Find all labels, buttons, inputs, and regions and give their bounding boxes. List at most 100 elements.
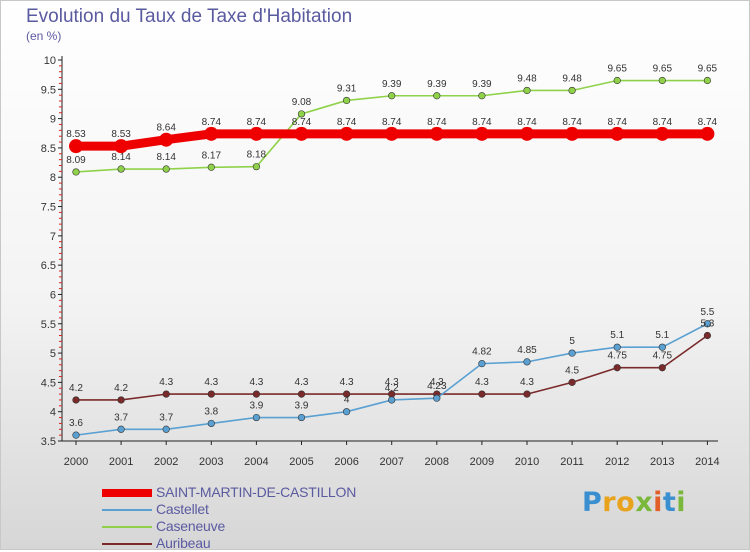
data-label: 8.74 bbox=[247, 117, 267, 128]
data-point bbox=[207, 390, 215, 398]
data-point bbox=[159, 132, 174, 147]
x-tick-label: 2006 bbox=[334, 456, 358, 468]
data-point bbox=[72, 431, 80, 439]
data-label: 3.7 bbox=[114, 412, 128, 423]
data-label: 4.75 bbox=[607, 351, 627, 362]
data-point bbox=[610, 126, 625, 141]
data-point bbox=[474, 126, 489, 141]
y-tick-label: 9.5 bbox=[41, 84, 56, 96]
data-point bbox=[72, 168, 80, 176]
data-point bbox=[658, 343, 666, 351]
legend-item: Caseneuve bbox=[102, 518, 402, 535]
data-point bbox=[478, 390, 486, 398]
x-tick-label: 2013 bbox=[650, 456, 674, 468]
data-point bbox=[565, 126, 580, 141]
data-point bbox=[207, 419, 215, 428]
legend-label: Auribeau bbox=[156, 535, 211, 551]
data-point bbox=[114, 139, 129, 154]
data-point bbox=[72, 396, 80, 404]
x-tick-label: 2014 bbox=[695, 456, 719, 468]
data-point bbox=[520, 126, 534, 141]
data-label: 8.17 bbox=[202, 150, 222, 161]
data-label: 9.39 bbox=[472, 79, 492, 90]
logo-letter: t bbox=[662, 487, 677, 518]
data-point bbox=[343, 408, 351, 416]
logo-letter: o bbox=[616, 487, 636, 518]
data-label: 5.1 bbox=[610, 330, 624, 341]
data-label: 4.75 bbox=[653, 351, 673, 362]
data-label: 8.14 bbox=[111, 152, 131, 163]
data-point bbox=[294, 126, 309, 141]
data-label: 8.74 bbox=[382, 117, 402, 128]
proxiti-logo: Proxiti bbox=[582, 487, 686, 518]
y-tick-label: 6 bbox=[50, 289, 56, 301]
legend-item: SAINT-MARTIN-DE-CASTILLON bbox=[102, 484, 402, 501]
data-label: 9.48 bbox=[562, 73, 582, 84]
chart-subtitle: (en %) bbox=[26, 29, 62, 43]
data-label: 8.74 bbox=[427, 117, 447, 128]
data-label: 9.65 bbox=[653, 64, 673, 75]
data-point bbox=[568, 349, 576, 357]
y-tick-label: 8 bbox=[50, 172, 56, 184]
y-tick-label: 7 bbox=[50, 231, 56, 243]
y-tick-label: 5.5 bbox=[41, 319, 56, 331]
data-point bbox=[478, 360, 486, 368]
data-label: 8.74 bbox=[337, 117, 357, 128]
legend-label: Castellet bbox=[156, 501, 209, 517]
data-point bbox=[162, 390, 170, 398]
data-label: 3.9 bbox=[249, 401, 263, 412]
data-label: 4.3 bbox=[520, 377, 534, 388]
x-tick-label: 2000 bbox=[64, 456, 88, 468]
data-point bbox=[207, 163, 215, 171]
data-label: 8.74 bbox=[607, 117, 627, 128]
data-label: 9.48 bbox=[517, 73, 537, 84]
data-point bbox=[384, 126, 399, 141]
data-label: 4.3 bbox=[204, 377, 218, 388]
x-tick-label: 2002 bbox=[154, 456, 178, 468]
data-point bbox=[703, 320, 712, 328]
legend-item: Castellet bbox=[102, 501, 402, 518]
data-label: 9.39 bbox=[427, 79, 447, 90]
y-tick-label: 8.5 bbox=[41, 143, 56, 155]
data-label: 4.2 bbox=[385, 383, 399, 394]
logo-letter: i bbox=[676, 487, 687, 518]
data-label: 9.31 bbox=[337, 83, 357, 94]
logo-letter: x bbox=[635, 487, 654, 518]
legend-label: Caseneuve bbox=[156, 518, 226, 534]
data-point bbox=[433, 394, 441, 402]
data-point bbox=[249, 126, 264, 141]
data-label: 9.08 bbox=[292, 97, 312, 108]
y-tick-label: 10 bbox=[44, 55, 56, 67]
x-tick-label: 2003 bbox=[199, 456, 223, 468]
data-label: 4.3 bbox=[340, 377, 354, 388]
data-label: 4.23 bbox=[427, 381, 447, 392]
data-label: 5.1 bbox=[655, 330, 669, 341]
chart-title: Evolution du Taux de Taxe d'Habitation bbox=[26, 6, 353, 27]
legend-swatch bbox=[102, 526, 152, 528]
data-label: 4.3 bbox=[159, 377, 173, 388]
data-point bbox=[523, 86, 531, 95]
data-point bbox=[613, 343, 621, 351]
x-tick-label: 2001 bbox=[109, 456, 133, 468]
data-point bbox=[523, 390, 531, 398]
line-chart: 3.5 4 4.5 5 5.5 6 6.5 7 7.5 8 8.5 9 9.5 10 2000 2001 200… bbox=[41, 55, 720, 468]
y-tick-label: 4 bbox=[50, 407, 56, 419]
data-label: 8.18 bbox=[247, 150, 267, 161]
data-label: 4.2 bbox=[69, 383, 83, 394]
y-tick-label: 9 bbox=[50, 114, 56, 126]
data-label: 4.5 bbox=[565, 365, 579, 376]
data-point bbox=[613, 364, 621, 372]
data-label: 4.3 bbox=[475, 377, 489, 388]
data-label: 4.3 bbox=[295, 377, 309, 388]
x-tick-label: 2010 bbox=[515, 456, 539, 468]
legend: SAINT-MARTIN-DE-CASTILLON Castellet Casene… bbox=[102, 484, 402, 552]
data-label: 3.7 bbox=[159, 412, 173, 423]
data-point bbox=[69, 139, 83, 154]
legend-item: Auribeau bbox=[102, 535, 402, 552]
data-point bbox=[343, 390, 351, 398]
data-point bbox=[658, 76, 666, 85]
logo-letter: P bbox=[582, 487, 603, 518]
data-label: 8.74 bbox=[292, 117, 312, 128]
y-tick-label: 5 bbox=[50, 348, 56, 360]
data-point bbox=[252, 390, 260, 398]
